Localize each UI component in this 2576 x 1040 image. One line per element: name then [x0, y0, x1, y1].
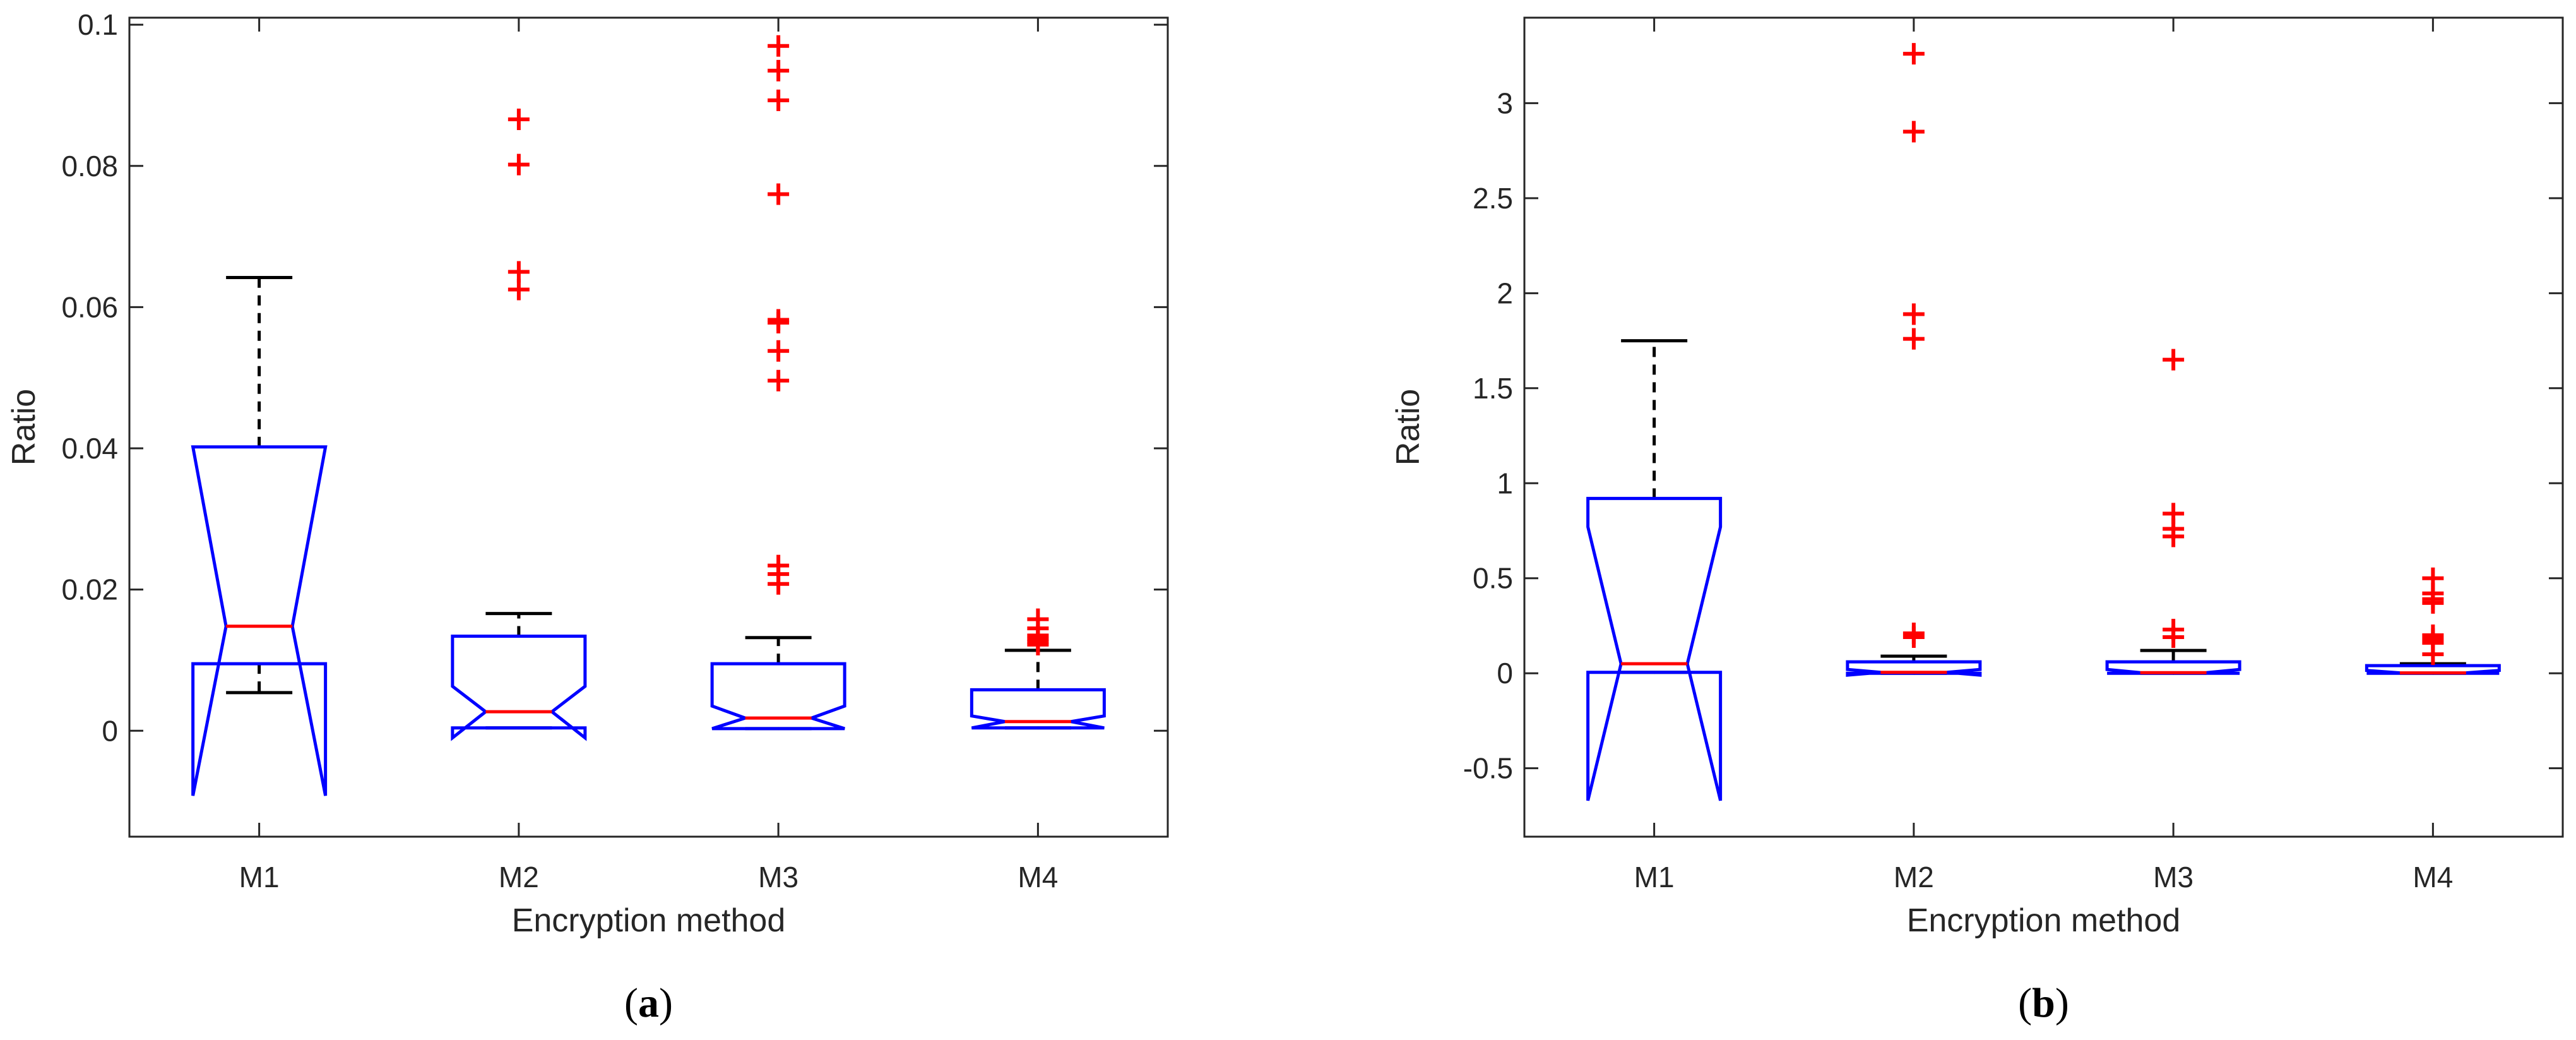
- x-tick-label: M2: [1894, 861, 1934, 894]
- box-group-M2: [451, 109, 587, 741]
- y-tick-label: 0.08: [61, 150, 118, 182]
- y-tick-label: -0.5: [1463, 752, 1513, 785]
- y-axis-label: Ratio: [6, 389, 42, 465]
- y-tick-label: 2: [1497, 277, 1513, 309]
- x-tick-label: M2: [499, 861, 539, 894]
- panel-a-boxplot: 0 0.02 0.04 0.06 0.08 0.1 M1 M2 M3 M4 Encryption m…: [6, 8, 1169, 1026]
- y-tick-label: 3: [1497, 87, 1513, 119]
- plot-frame: [128, 16, 1169, 838]
- panel-b-boxplot: -0.5 0 0.5 1 1.5 2 2.5 3 M1 M2 M3 M4 Encryption meth…: [1390, 16, 2564, 1026]
- y-tick-label: 1.5: [1473, 372, 1513, 405]
- notched-box: [451, 634, 587, 741]
- notched-box: [191, 445, 328, 796]
- y-tick-label: 0.5: [1473, 562, 1513, 595]
- box-group-M1: [191, 275, 328, 796]
- x-axis-label: Encryption method: [1907, 902, 2181, 939]
- box-group-M4: [970, 608, 1106, 730]
- x-tick-label: M4: [2413, 861, 2453, 894]
- box-group-M2: [1846, 43, 1982, 677]
- x-axis-label: Encryption method: [512, 902, 786, 939]
- notched-box: [970, 688, 1106, 730]
- y-tick-label: 0.02: [61, 573, 118, 606]
- box-group-M3: [2105, 349, 2241, 675]
- y-axis-label: Ratio: [1390, 389, 1427, 465]
- y-tick-label: 0.1: [78, 8, 118, 41]
- notched-box: [2105, 660, 2241, 675]
- notched-box: [1586, 496, 1723, 801]
- y-tick-label: 0: [102, 714, 118, 747]
- y-tick-label: 0.06: [61, 290, 118, 323]
- notched-box: [1846, 660, 1982, 677]
- y-tick-label: 2.5: [1473, 182, 1513, 215]
- box-group-M3: [710, 35, 846, 731]
- x-tick-label: M1: [239, 861, 280, 894]
- box-group-M4: [2365, 567, 2501, 675]
- notched-box: [2365, 664, 2501, 675]
- plot-frame: [1523, 16, 2564, 838]
- panel-caption: (b): [2018, 980, 2069, 1026]
- x-tick-label: M1: [1634, 861, 1675, 894]
- y-tick-label: 0.04: [61, 432, 118, 465]
- x-tick-label: M3: [2153, 861, 2193, 894]
- box-group-M1: [1586, 339, 1723, 801]
- x-tick-label: M4: [1018, 861, 1058, 894]
- x-tick-label: M3: [758, 861, 798, 894]
- panel-caption: (a): [624, 980, 673, 1026]
- y-tick-label: 1: [1497, 467, 1513, 499]
- y-tick-label: 0: [1497, 657, 1513, 690]
- notched-box: [710, 662, 846, 731]
